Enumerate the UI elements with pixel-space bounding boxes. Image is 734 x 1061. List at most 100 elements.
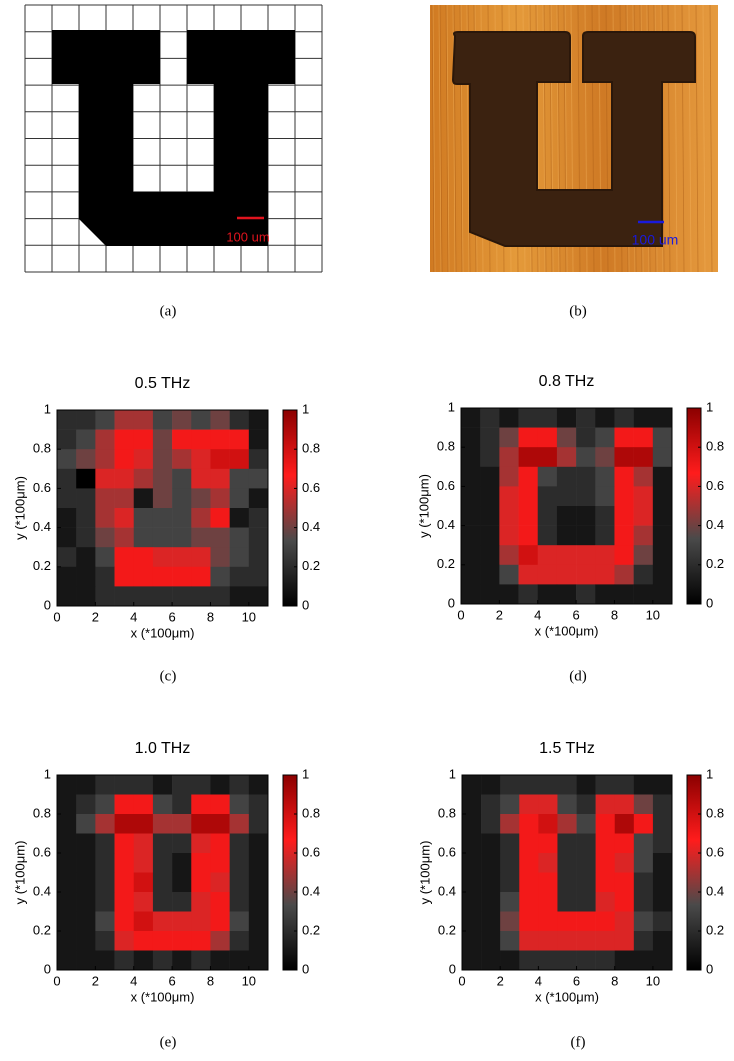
heat-cell <box>76 951 95 971</box>
heat-cell <box>557 775 576 795</box>
y-tick-label: 0 <box>449 961 456 976</box>
heat-cell <box>172 834 191 854</box>
heat-cell <box>538 951 557 971</box>
heat-cell <box>95 528 114 548</box>
heat-cell <box>95 488 114 508</box>
colorbar <box>687 408 701 604</box>
heat-cell <box>230 873 249 893</box>
heat-cell <box>480 545 499 565</box>
heat-cell <box>191 528 210 548</box>
heat-cell <box>191 873 210 893</box>
heat-cell <box>76 410 95 430</box>
heat-cell <box>134 430 153 450</box>
caption: (d) <box>569 668 587 684</box>
heat-cell <box>538 834 557 854</box>
heat-cell <box>634 873 653 893</box>
x-tick-label: 8 <box>611 607 618 622</box>
heat-cell <box>249 567 268 587</box>
heat-cell <box>210 951 229 971</box>
heat-cell <box>134 834 153 854</box>
heat-cell <box>596 853 615 873</box>
heat-cell <box>577 912 596 932</box>
heat-cell <box>95 567 114 587</box>
heat-cell <box>557 428 576 448</box>
heat-cell <box>57 410 76 430</box>
heat-cell <box>615 814 634 834</box>
y-tick-label: 1 <box>44 401 51 416</box>
heat-cell <box>210 567 229 587</box>
heat-cell <box>210 853 229 873</box>
heat-cell <box>538 506 557 526</box>
heat-cell <box>614 486 633 506</box>
heat-cell <box>134 469 153 489</box>
heat-cell <box>134 873 153 893</box>
heat-cell <box>115 931 134 951</box>
heat-cell <box>576 408 595 428</box>
heat-cell <box>57 508 76 528</box>
heat-cell <box>519 951 538 971</box>
heat-cell <box>230 586 249 606</box>
heat-cell <box>538 545 557 565</box>
heat-cell <box>153 834 172 854</box>
heat-cell <box>76 528 95 548</box>
heat-cell <box>538 526 557 546</box>
heat-cell <box>249 449 268 469</box>
heat-cell <box>153 775 172 795</box>
heat-cell <box>538 931 557 951</box>
heat-cell <box>480 526 499 546</box>
y-tick-label: 0.8 <box>437 439 455 454</box>
heat-cell <box>519 912 538 932</box>
colorbar <box>283 410 297 606</box>
heat-cell <box>481 834 500 854</box>
heat-cell <box>615 912 634 932</box>
colorbar-tick-label: 0.6 <box>302 480 320 495</box>
heat-cell <box>519 486 538 506</box>
heat-cell <box>519 873 538 893</box>
heat-cell <box>57 528 76 548</box>
heat-cell <box>634 447 653 467</box>
heat-cell <box>461 526 480 546</box>
heat-cell <box>538 565 557 585</box>
heat-cell <box>557 447 576 467</box>
x-tick-label: 6 <box>168 973 175 988</box>
heat-cell <box>634 565 653 585</box>
heat-cell <box>230 951 249 971</box>
heat-cell <box>115 430 134 450</box>
heat-cell <box>249 873 268 893</box>
heat-cell <box>538 853 557 873</box>
heat-cell <box>481 853 500 873</box>
x-tick-label: 4 <box>130 973 137 988</box>
heat-cell <box>95 508 114 528</box>
heat-cell <box>210 775 229 795</box>
heat-cell <box>115 508 134 528</box>
heat-cell <box>210 449 229 469</box>
heat-cell <box>76 430 95 450</box>
heat-cell <box>57 931 76 951</box>
heat-cell <box>230 775 249 795</box>
heat-cell <box>153 853 172 873</box>
x-tick-label: 8 <box>207 609 214 624</box>
heat-cell <box>210 834 229 854</box>
heat-cell <box>576 584 595 604</box>
heat-cell <box>249 586 268 606</box>
x-tick-label: 2 <box>497 973 504 988</box>
heat-cell <box>172 951 191 971</box>
heat-cell <box>519 795 538 815</box>
heat-cell <box>57 795 76 815</box>
heat-cell <box>172 488 191 508</box>
heat-cell <box>461 467 480 487</box>
heat-cell <box>576 565 595 585</box>
heat-cell <box>500 892 519 912</box>
heat-cell <box>595 526 614 546</box>
heat-cell <box>634 892 653 912</box>
heat-cell <box>615 775 634 795</box>
heat-cell <box>95 912 114 932</box>
x-tick-label: 0 <box>458 973 465 988</box>
y-tick-label: 0.2 <box>33 922 51 937</box>
colorbar-tick-label: 0.8 <box>302 441 320 456</box>
heat-cell <box>172 586 191 606</box>
colorbar-tick-label: 0.2 <box>302 922 320 937</box>
heat-cell <box>576 545 595 565</box>
colorbar-tick-label: 1 <box>302 766 309 781</box>
heat-cell <box>153 508 172 528</box>
